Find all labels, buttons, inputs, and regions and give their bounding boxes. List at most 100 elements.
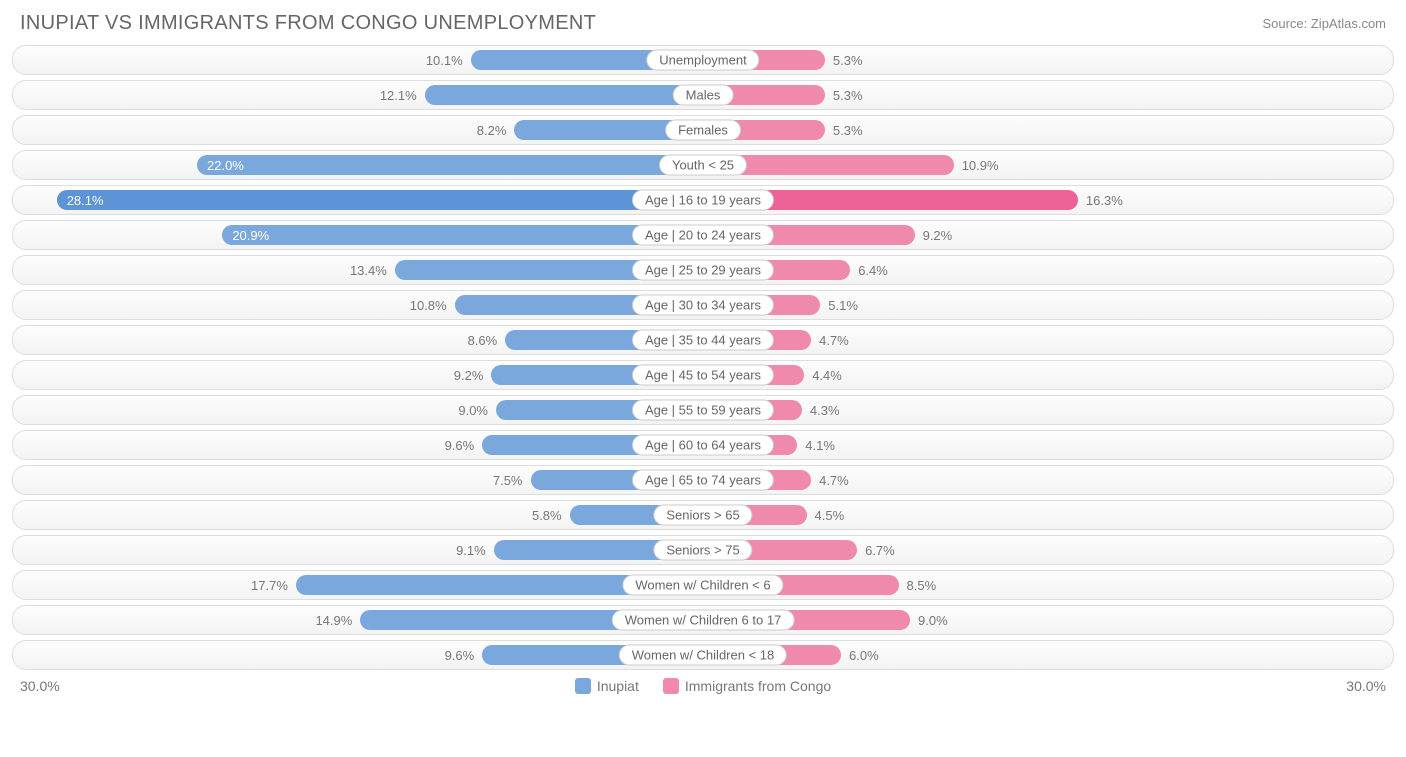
row-category-label: Females [665,120,741,141]
bar-row-right: 10.9% [703,151,1393,179]
bar-row-left: 10.8% [13,291,703,319]
bar-row: 9.1% 6.7% Seniors > 75 [12,535,1394,565]
bar-row-right: 9.2% [703,221,1393,249]
bar-value-right: 5.3% [825,88,871,103]
bar-row: 8.2% 5.3% Females [12,115,1394,145]
bar-value-left: 13.4% [342,263,395,278]
bar-row-left: 5.8% [13,501,703,529]
bar-value-right: 4.1% [797,438,843,453]
bar-row-left: 7.5% [13,466,703,494]
bar-row: 9.2%4.4%Age | 45 to 54 years [12,360,1394,390]
bar-value-left: 22.0% [197,158,254,173]
bar-row: 22.0%10.9%Youth < 25 [12,150,1394,180]
bar-row-right: 4.5% [703,501,1393,529]
legend-label-left: Inupiat [597,678,639,694]
bar-value-left: 17.7% [243,578,296,593]
bar-row-left: 28.1% [13,186,703,214]
bar-value-right: 8.5% [899,578,945,593]
row-category-label: Age | 65 to 74 years [632,470,774,491]
bar-row-right: 4.4% [703,361,1393,389]
bar-row: 7.5% 4.7% Age | 65 to 74 years [12,465,1394,495]
bar-row-right: 6.4% [703,256,1393,284]
bar-row-left: 17.7% [13,571,703,599]
bar-value-left: 28.1% [57,193,114,208]
bar-value-right: 4.7% [811,333,857,348]
bar-row-right: 5.3% [703,81,1393,109]
axis-max-left: 30.0% [20,678,80,694]
row-category-label: Seniors > 65 [653,505,752,526]
bar-row-left: 8.6% [13,326,703,354]
bar-value-right: 5.3% [825,53,871,68]
bar-value-right: 6.4% [850,263,896,278]
chart-legend: Inupiat Immigrants from Congo [80,678,1326,694]
bar-left: 20.9% [222,225,703,245]
bar-row: 12.1%5.3%Males [12,80,1394,110]
bar-row: 9.6%6.0%Women w/ Children < 18 [12,640,1394,670]
legend-swatch-left [575,678,591,694]
chart-header: INUPIAT VS IMMIGRANTS FROM CONGO UNEMPLO… [12,12,1394,45]
bar-row-left: 9.6% [13,431,703,459]
axis-max-right: 30.0% [1326,678,1386,694]
legend-swatch-right [663,678,679,694]
bar-row-left: 14.9% [13,606,703,634]
bar-left: 28.1% [57,190,703,210]
bar-row: 8.6% 4.7% Age | 35 to 44 years [12,325,1394,355]
bar-value-right: 4.5% [807,508,853,523]
bar-value-left: 20.9% [222,228,279,243]
bar-row: 13.4%6.4%Age | 25 to 29 years [12,255,1394,285]
bar-row-right: 16.3% [703,186,1393,214]
chart-source: Source: ZipAtlas.com [1262,16,1386,31]
row-category-label: Unemployment [646,50,759,71]
bar-row: 20.9% 9.2% Age | 20 to 24 years [12,220,1394,250]
bar-row-right: 8.5% [703,571,1393,599]
row-category-label: Age | 16 to 19 years [632,190,774,211]
bar-row-left: 22.0% [13,151,703,179]
bar-row: 9.0% 4.3% Age | 55 to 59 years [12,395,1394,425]
chart-title: INUPIAT VS IMMIGRANTS FROM CONGO UNEMPLO… [20,12,596,35]
row-category-label: Seniors > 75 [653,540,752,561]
bar-row-right: 4.1% [703,431,1393,459]
row-category-label: Age | 35 to 44 years [632,330,774,351]
row-category-label: Age | 60 to 64 years [632,435,774,456]
bar-value-left: 10.8% [402,298,455,313]
diverging-bar-chart: 10.1%5.3%Unemployment12.1%5.3%Males8.2%5… [12,45,1394,670]
bar-row-right: 4.3% [703,396,1393,424]
bar-value-left: 9.1% [448,543,494,558]
bar-value-right: 9.0% [910,613,956,628]
legend-item-right: Immigrants from Congo [663,678,831,694]
bar-row-left: 9.0% [13,396,703,424]
row-category-label: Age | 20 to 24 years [632,225,774,246]
bar-value-left: 9.6% [437,438,483,453]
bar-row-left: 9.2% [13,361,703,389]
bar-value-left: 5.8% [524,508,570,523]
bar-value-right: 10.9% [954,158,1007,173]
bar-value-right: 4.7% [811,473,857,488]
bar-row: 14.9%9.0%Women w/ Children 6 to 17 [12,605,1394,635]
row-category-label: Women w/ Children < 6 [622,575,783,596]
bar-row: 5.8% 4.5% Seniors > 65 [12,500,1394,530]
row-category-label: Age | 30 to 34 years [632,295,774,316]
bar-value-right: 9.2% [915,228,961,243]
bar-row-left: 8.2% [13,116,703,144]
bar-value-left: 9.6% [437,648,483,663]
bar-row: 10.8% 5.1% Age | 30 to 34 years [12,290,1394,320]
bar-value-right: 5.3% [825,123,871,138]
bar-value-right: 16.3% [1078,193,1131,208]
bar-row-right: 9.0% [703,606,1393,634]
bar-value-right: 4.4% [804,368,850,383]
bar-row: 10.1% 5.3% Unemployment [12,45,1394,75]
bar-value-right: 5.1% [820,298,866,313]
bar-value-right: 4.3% [802,403,848,418]
bar-row-left: 9.1% [13,536,703,564]
bar-row: 28.1% 16.3% Age | 16 to 19 years [12,185,1394,215]
bar-value-left: 10.1% [418,53,471,68]
bar-row-left: 13.4% [13,256,703,284]
bar-value-right: 6.7% [857,543,903,558]
bar-value-left: 12.1% [372,88,425,103]
bar-left: 22.0% [197,155,703,175]
bar-row-right: 4.7% [703,326,1393,354]
bar-row-right: 4.7% [703,466,1393,494]
bar-value-left: 7.5% [485,473,531,488]
bar-row-right: 6.7% [703,536,1393,564]
row-category-label: Age | 55 to 59 years [632,400,774,421]
